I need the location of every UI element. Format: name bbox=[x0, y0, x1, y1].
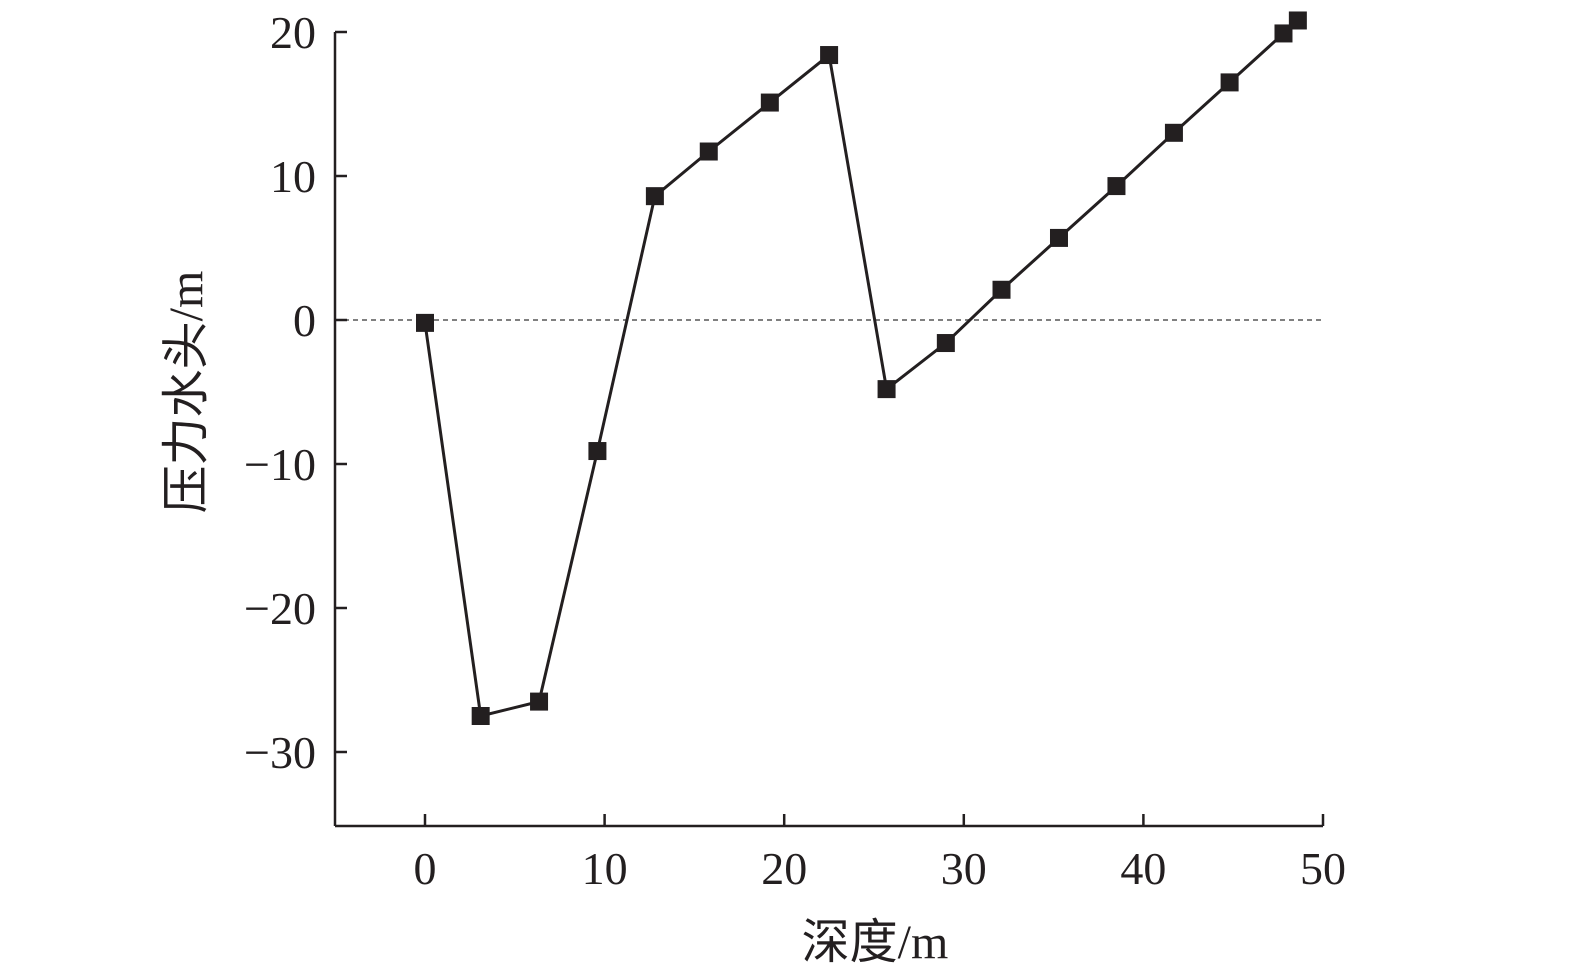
y-tick-label: 0 bbox=[293, 295, 316, 346]
data-point-marker bbox=[530, 692, 549, 711]
data-point-marker bbox=[699, 142, 718, 161]
x-tick-label: 40 bbox=[1120, 843, 1166, 894]
axes bbox=[333, 32, 1323, 828]
data-point-marker bbox=[760, 93, 779, 112]
y-axis-label: 压力水头/m bbox=[160, 271, 213, 514]
data-point-marker bbox=[416, 313, 434, 332]
x-tick-label: 20 bbox=[761, 843, 807, 894]
data-point-marker bbox=[471, 707, 490, 725]
data-point-marker bbox=[645, 187, 664, 206]
x-tick-label: 50 bbox=[1300, 843, 1346, 894]
data-point-marker bbox=[1164, 123, 1183, 142]
y-tick-label: 20 bbox=[270, 7, 316, 58]
x-axis-label: 深度/m bbox=[802, 916, 949, 969]
data-point-marker bbox=[936, 334, 955, 353]
data-point-marker bbox=[992, 280, 1011, 299]
series bbox=[416, 11, 1307, 725]
data-point-marker bbox=[1288, 11, 1307, 30]
y-tick-label: 10 bbox=[270, 151, 316, 202]
x-tick-label: 10 bbox=[582, 843, 628, 894]
y-tick-label: −20 bbox=[244, 583, 316, 634]
data-point-marker bbox=[820, 46, 839, 65]
data-point-marker bbox=[1274, 24, 1293, 43]
x-tick-label: 30 bbox=[941, 843, 987, 894]
data-point-marker bbox=[588, 442, 607, 461]
data-point-marker bbox=[1220, 73, 1239, 92]
data-point-marker bbox=[877, 380, 896, 399]
x-tick-label: 0 bbox=[414, 843, 437, 894]
data-point-marker bbox=[1107, 177, 1126, 196]
y-tick-label: −30 bbox=[244, 727, 316, 778]
ticks: 0 10 20 30 40 50 20 10 0 −10 −20 −30 bbox=[244, 7, 1346, 894]
data-point-marker bbox=[1049, 228, 1068, 247]
y-tick-label: −10 bbox=[244, 439, 316, 490]
